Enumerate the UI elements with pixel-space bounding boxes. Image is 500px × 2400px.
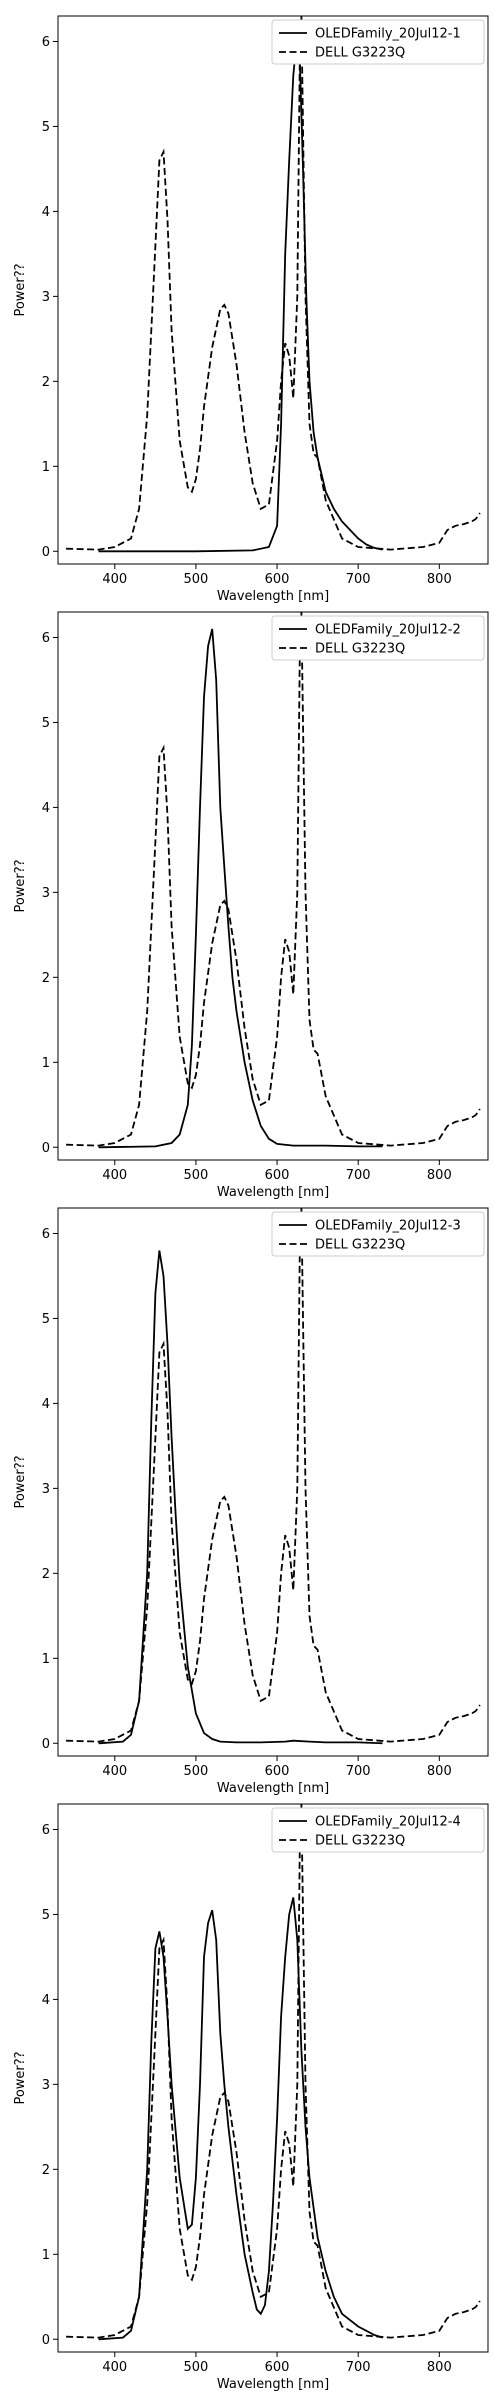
x-tick-label: 700 [346, 572, 371, 587]
x-tick-label: 400 [102, 1168, 127, 1183]
plot-frame [57, 611, 489, 1161]
chart-panel-1: 400 500 600 700 800 0 1 2 3 4 5 6 Wavelength [nm] Pow… [13, 15, 489, 604]
legend: OLEDFamily_20Jul12-1 DELL G3223Q [271, 19, 485, 65]
y-tick-label: 1 [42, 460, 50, 475]
y-tick-label: 6 [42, 1823, 50, 1838]
x-tick-label: 400 [102, 572, 127, 587]
x-tick-label: 700 [346, 1764, 371, 1779]
x-tick-label: 800 [427, 1168, 452, 1183]
legend-label-1: OLEDFamily_20Jul12-3 [315, 1219, 461, 1234]
y-axis-label: Power?? [13, 263, 28, 316]
series-line-1 [98, 628, 383, 1149]
legend-label-2: DELL G3223Q [315, 46, 405, 61]
x-tick-label: 500 [184, 1764, 209, 1779]
y-tick-label: 6 [42, 631, 50, 646]
y-tick-label: 6 [42, 1227, 50, 1242]
legend-label-1: OLEDFamily_20Jul12-1 [315, 27, 461, 42]
plot-frame [57, 1207, 489, 1757]
x-tick-label: 500 [184, 2360, 209, 2375]
x-axis-label: Wavelength [nm] [217, 2377, 329, 2392]
x-tick-label: 400 [102, 2360, 127, 2375]
x-tick-label: 600 [265, 1168, 290, 1183]
chart-panel-4: 400 500 600 700 800 0 1 2 3 4 5 6 Wavelength [nm] Pow… [13, 1803, 489, 2392]
legend: OLEDFamily_20Jul12-2 DELL G3223Q [271, 615, 485, 661]
legend-label-1: OLEDFamily_20Jul12-2 [315, 623, 461, 638]
x-axis-label: Wavelength [nm] [217, 1185, 329, 1200]
x-axis-label: Wavelength [nm] [217, 1781, 329, 1796]
x-tick-label: 700 [346, 1168, 371, 1183]
chart-panel-3: 400 500 600 700 800 0 1 2 3 4 5 6 Wavelength [nm] Pow… [13, 1207, 489, 1796]
series-line-1 [98, 1250, 383, 1745]
y-tick-label: 4 [42, 1993, 50, 2008]
legend-box [271, 1807, 485, 1853]
legend-label-2: DELL G3223Q [315, 1834, 405, 1849]
y-tick-label: 1 [42, 2248, 50, 2263]
legend-label-2: DELL G3223Q [315, 1238, 405, 1253]
y-tick-label: 3 [42, 290, 50, 305]
y-tick-label: 5 [42, 120, 50, 135]
y-tick-label: 5 [42, 1312, 50, 1327]
x-tick-label: 800 [427, 572, 452, 587]
x-tick-label: 800 [427, 1764, 452, 1779]
x-tick-label: 400 [102, 1764, 127, 1779]
y-axis-label: Power?? [13, 859, 28, 912]
y-tick-label: 0 [42, 1737, 50, 1752]
y-tick-label: 0 [42, 545, 50, 560]
plot-frame [57, 1803, 489, 2353]
legend-label-2: DELL G3223Q [315, 642, 405, 657]
series-line-2 [66, 611, 481, 1147]
x-axis-label: Wavelength [nm] [217, 589, 329, 604]
y-tick-label: 2 [42, 375, 50, 390]
chart-panel-2: 400 500 600 700 800 0 1 2 3 4 5 6 Wavelength [nm] Pow… [13, 611, 489, 1200]
legend: OLEDFamily_20Jul12-4 DELL G3223Q [271, 1807, 485, 1853]
x-tick-label: 600 [265, 1764, 290, 1779]
x-tick-label: 600 [265, 572, 290, 587]
series-line-2 [66, 1207, 481, 1743]
y-tick-label: 2 [42, 2163, 50, 2178]
y-tick-label: 4 [42, 1397, 50, 1412]
y-tick-label: 1 [42, 1652, 50, 1667]
y-tick-label: 2 [42, 971, 50, 986]
x-tick-label: 500 [184, 1168, 209, 1183]
y-tick-label: 5 [42, 716, 50, 731]
legend-box [271, 19, 485, 65]
x-tick-label: 500 [184, 572, 209, 587]
y-tick-label: 2 [42, 1567, 50, 1582]
legend-box [271, 1211, 485, 1257]
y-tick-label: 6 [42, 35, 50, 50]
series-line-2 [66, 1803, 481, 2339]
y-tick-label: 3 [42, 2078, 50, 2093]
y-tick-label: 0 [42, 2333, 50, 2348]
x-tick-label: 600 [265, 2360, 290, 2375]
y-tick-label: 4 [42, 205, 50, 220]
legend-label-1: OLEDFamily_20Jul12-4 [315, 1815, 461, 1830]
y-tick-label: 3 [42, 1482, 50, 1497]
x-tick-label: 800 [427, 2360, 452, 2375]
y-tick-label: 4 [42, 801, 50, 816]
y-tick-label: 3 [42, 886, 50, 901]
y-axis-label: Power?? [13, 1455, 28, 1508]
x-tick-label: 700 [346, 2360, 371, 2375]
y-tick-label: 5 [42, 1908, 50, 1923]
y-axis-label: Power?? [13, 2051, 28, 2104]
plot-frame [57, 15, 489, 565]
series-line-1 [98, 32, 383, 553]
legend: OLEDFamily_20Jul12-3 DELL G3223Q [271, 1211, 485, 1257]
legend-box [271, 615, 485, 661]
series-line-2 [66, 15, 481, 551]
y-tick-label: 0 [42, 1141, 50, 1156]
y-tick-label: 1 [42, 1056, 50, 1071]
